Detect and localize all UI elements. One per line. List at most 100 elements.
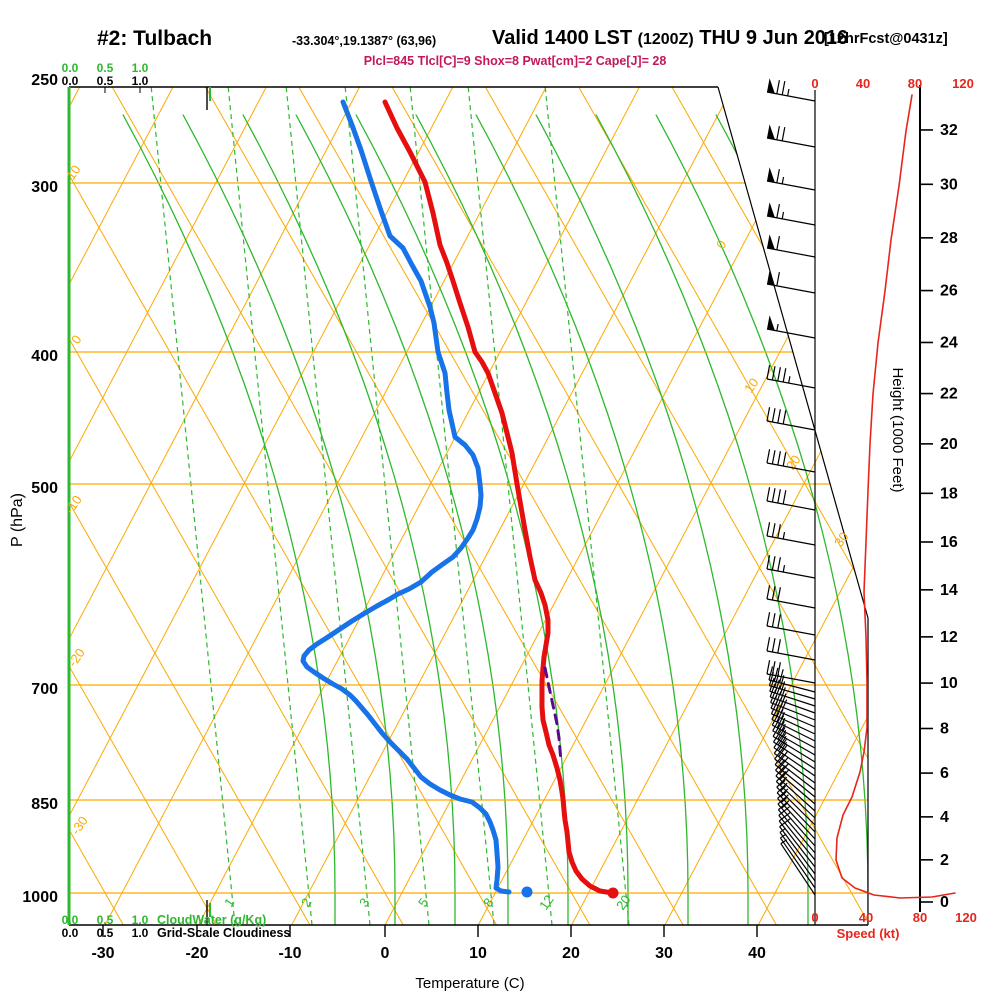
pressure-tick-label: 700 <box>31 681 58 698</box>
isotherm-label: 10 <box>741 375 762 395</box>
valid-date: THU 9 Jun 2016 <box>699 27 849 49</box>
moist-adiabat-line <box>535 114 749 925</box>
pressure-tick-label: 850 <box>31 796 58 813</box>
parcel-path <box>543 666 563 764</box>
dry-adiabat-line <box>952 87 1000 925</box>
dry-adiabat-line <box>764 87 868 925</box>
height-tick-label: 28 <box>940 230 958 247</box>
wind-barb <box>766 78 816 102</box>
mixing-ratio-label: 8 <box>480 895 496 910</box>
speed-top-tick-label: 40 <box>856 76 870 91</box>
height-tick-label: 4 <box>940 809 949 826</box>
mixing-ratio-label: 1 <box>221 895 237 910</box>
wind-barb <box>766 612 816 636</box>
cloudiness-legend-value: 1.0 <box>132 926 149 940</box>
isotherm-line <box>664 87 868 925</box>
temperature-axis-label: Temperature (C) <box>415 975 524 992</box>
mixing-ratio-label: 3 <box>356 895 372 910</box>
wind-barb <box>772 724 816 763</box>
wind-barb <box>766 487 816 511</box>
pressure-axis-label: P (hPa) <box>9 493 26 547</box>
temperature-tick-label: 40 <box>748 945 766 962</box>
height-tick-label: 26 <box>940 283 958 300</box>
dry-adiabat-line <box>391 87 868 925</box>
temperature-tick-label: 10 <box>469 945 487 962</box>
cloudwater-legend-value: 1.0 <box>132 913 149 927</box>
dry-adiabat-label: 0 <box>68 332 84 347</box>
dry-adiabat-line <box>484 87 868 925</box>
plot-diagonal-border <box>717 86 869 619</box>
cloudiness-scale-value: 0.5 <box>97 74 114 88</box>
dry-adiabat-line <box>298 87 777 925</box>
wind-barb <box>766 555 816 579</box>
height-tick-label: 0 <box>940 894 949 911</box>
cloudiness-scale-value: 1.0 <box>132 74 149 88</box>
speed-bottom-tick-label: 120 <box>955 910 977 925</box>
isotherm-line <box>291 87 734 925</box>
dry-adiabat-label: -10 <box>62 492 85 516</box>
height-tick-label: 2 <box>940 852 949 869</box>
temperature-curve <box>382 99 616 896</box>
dry-adiabat-line <box>858 87 868 925</box>
dry-adiabat-line <box>111 87 591 925</box>
height-tick-label: 12 <box>940 629 958 646</box>
mixing-ratio-label: 12 <box>536 892 557 912</box>
cloudiness-scale-value: 0.0 <box>62 74 79 88</box>
pressure-tick-label: 400 <box>31 348 58 365</box>
wind-barb <box>780 839 816 896</box>
isotherm-line <box>384 87 827 925</box>
temperature-tick-label: -30 <box>91 945 114 962</box>
isotherm-label: 0 <box>713 237 729 252</box>
speed-axis-label: Speed (kt) <box>837 926 900 941</box>
wind-barb <box>779 833 816 889</box>
height-axis-label: Height (1000 Feet) <box>889 367 906 492</box>
dry-adiabat-line <box>69 87 218 925</box>
cloudwater-scale-value: 0.5 <box>97 61 114 75</box>
wind-barb <box>766 270 816 294</box>
height-tick-label: 30 <box>940 176 958 193</box>
surface-temperature-dot <box>607 887 619 899</box>
cloudwater-legend-value: 0.0 <box>62 913 79 927</box>
moist-adiabat-line <box>295 114 509 925</box>
dry-adiabat-line <box>69 87 311 925</box>
moist-adiabat-line <box>122 114 336 925</box>
isotherm-line <box>197 87 640 925</box>
moist-adiabat-line <box>242 114 456 925</box>
speed-bottom-tick-label: 0 <box>811 910 818 925</box>
height-tick-label: 14 <box>940 582 958 599</box>
isotherm-line <box>69 87 174 925</box>
speed-top-tick-label: 120 <box>952 76 974 91</box>
dry-adiabat-line <box>69 87 404 925</box>
wind-barb <box>766 202 816 226</box>
wind-barb <box>772 729 816 770</box>
dry-adiabat-line <box>671 87 868 925</box>
moist-adiabat-line <box>655 114 868 925</box>
dry-adiabat-line <box>69 87 497 925</box>
height-tick-label: 24 <box>940 334 958 351</box>
isotherm-line <box>477 87 868 925</box>
moist-adiabat-line <box>475 114 689 925</box>
wind-barb <box>773 735 816 777</box>
height-tick-label: 16 <box>940 534 958 551</box>
height-tick-label: 6 <box>940 765 949 782</box>
wind-barb <box>766 124 816 148</box>
height-tick-label: 32 <box>940 122 958 139</box>
wind-barb <box>772 718 816 756</box>
dewpoint-curve <box>300 99 512 895</box>
cloudwater-scale-value: 1.0 <box>132 61 149 75</box>
moist-adiabat-line <box>355 114 569 925</box>
height-tick-label: 22 <box>940 386 958 403</box>
wind-barb <box>766 637 816 661</box>
cloudiness-legend-value: 0.5 <box>97 926 114 940</box>
cloudwater-legend-value: 0.5 <box>97 913 114 927</box>
moist-adiabat-line <box>415 114 629 925</box>
wind-barb <box>766 167 816 191</box>
cloudwater-legend-label: CloudWater (g/Kg) <box>157 913 266 927</box>
surface-dewpoint-dot <box>521 886 533 898</box>
wind-barb <box>766 449 816 473</box>
temperature-tick-label: -10 <box>278 945 301 962</box>
cloudwater-scale-value: 0.0 <box>62 61 79 75</box>
sounding-parameters: Plcl=845 Tlcl[C]=9 Shox=8 Pwat[cm]=2 Cap… <box>363 54 667 68</box>
dry-adiabat-label: 10 <box>63 162 84 182</box>
